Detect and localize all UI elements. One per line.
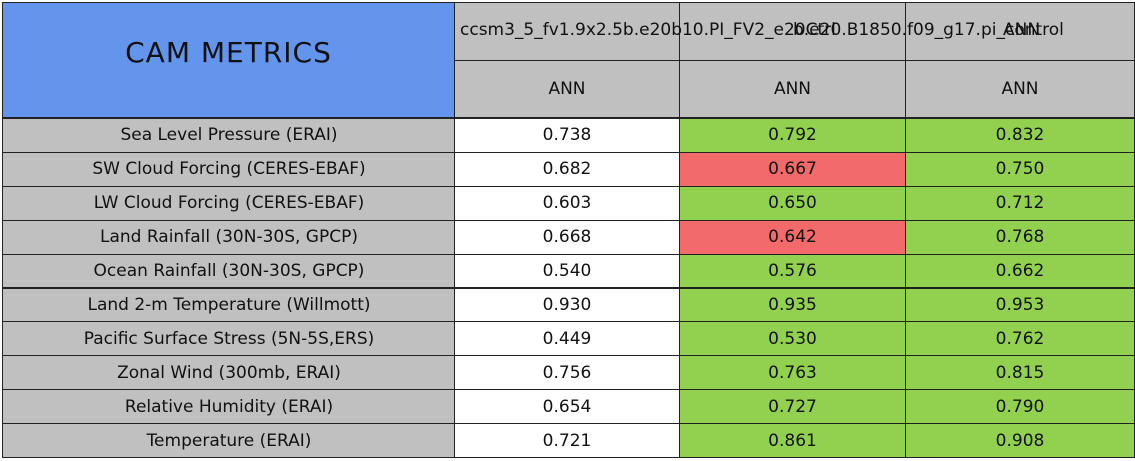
row-label: Pacific Surface Stress (5N-5S,ERS) [2,321,456,357]
column-header-cell [679,2,906,61]
value-cell: 0.642 [679,219,906,255]
row-label: Ocean Rainfall (30N-30S, GPCP) [2,253,456,289]
row-label: LW Cloud Forcing (CERES-EBAF) [2,185,456,221]
value-cell: 0.861 [679,423,906,458]
title-cell: CAM METRICS [2,2,455,118]
subheader-cell: ANN [905,60,1135,118]
column-header-cell [454,2,680,61]
row-label: Relative Humidity (ERAI) [2,389,456,425]
subheader-cell: ANN [679,60,906,118]
column-header: b.e20.B1850.f09_g17.pi_control [793,20,1064,40]
value-cell: 0.662 [905,253,1135,289]
value-cell: 0.682 [454,151,680,187]
column-header: ANN [1003,20,1041,40]
value-cell: 0.727 [679,389,906,425]
column-header: ccsm3_5_fv1.9x2.5b.e20b10.PI_FV2_e20Ctrl [460,20,836,40]
subheader-cell: ANN [454,60,680,118]
value-cell: 0.815 [905,355,1135,391]
value-cell: 0.768 [905,219,1135,255]
value-cell: 0.603 [454,185,680,221]
value-cell: 0.762 [905,321,1135,357]
row-label: Land 2-m Temperature (Willmott) [2,287,456,323]
value-cell: 0.654 [454,389,680,425]
value-cell: 0.540 [454,253,680,289]
value-cell: 0.750 [905,151,1135,187]
value-cell: 0.738 [454,118,680,153]
value-cell: 0.668 [454,219,680,255]
value-cell: 0.721 [454,423,680,458]
value-cell: 0.712 [905,185,1135,221]
value-cell: 0.756 [454,355,680,391]
value-cell: 0.650 [679,185,906,221]
row-label: Temperature (ERAI) [2,423,456,458]
row-label: Land Rainfall (30N-30S, GPCP) [2,219,456,255]
value-cell: 0.576 [679,253,906,289]
value-cell: 0.667 [679,151,906,187]
value-cell: 0.832 [905,118,1135,153]
row-label: Zonal Wind (300mb, ERAI) [2,355,456,391]
row-label: SW Cloud Forcing (CERES-EBAF) [2,151,456,187]
value-cell: 0.792 [679,118,906,153]
value-cell: 0.530 [679,321,906,357]
value-cell: 0.930 [454,287,680,323]
value-cell: 0.763 [679,355,906,391]
value-cell: 0.908 [905,423,1135,458]
value-cell: 0.449 [454,321,680,357]
value-cell: 0.935 [679,287,906,323]
value-cell: 0.953 [905,287,1135,323]
value-cell: 0.790 [905,389,1135,425]
row-label: Sea Level Pressure (ERAI) [2,118,456,153]
